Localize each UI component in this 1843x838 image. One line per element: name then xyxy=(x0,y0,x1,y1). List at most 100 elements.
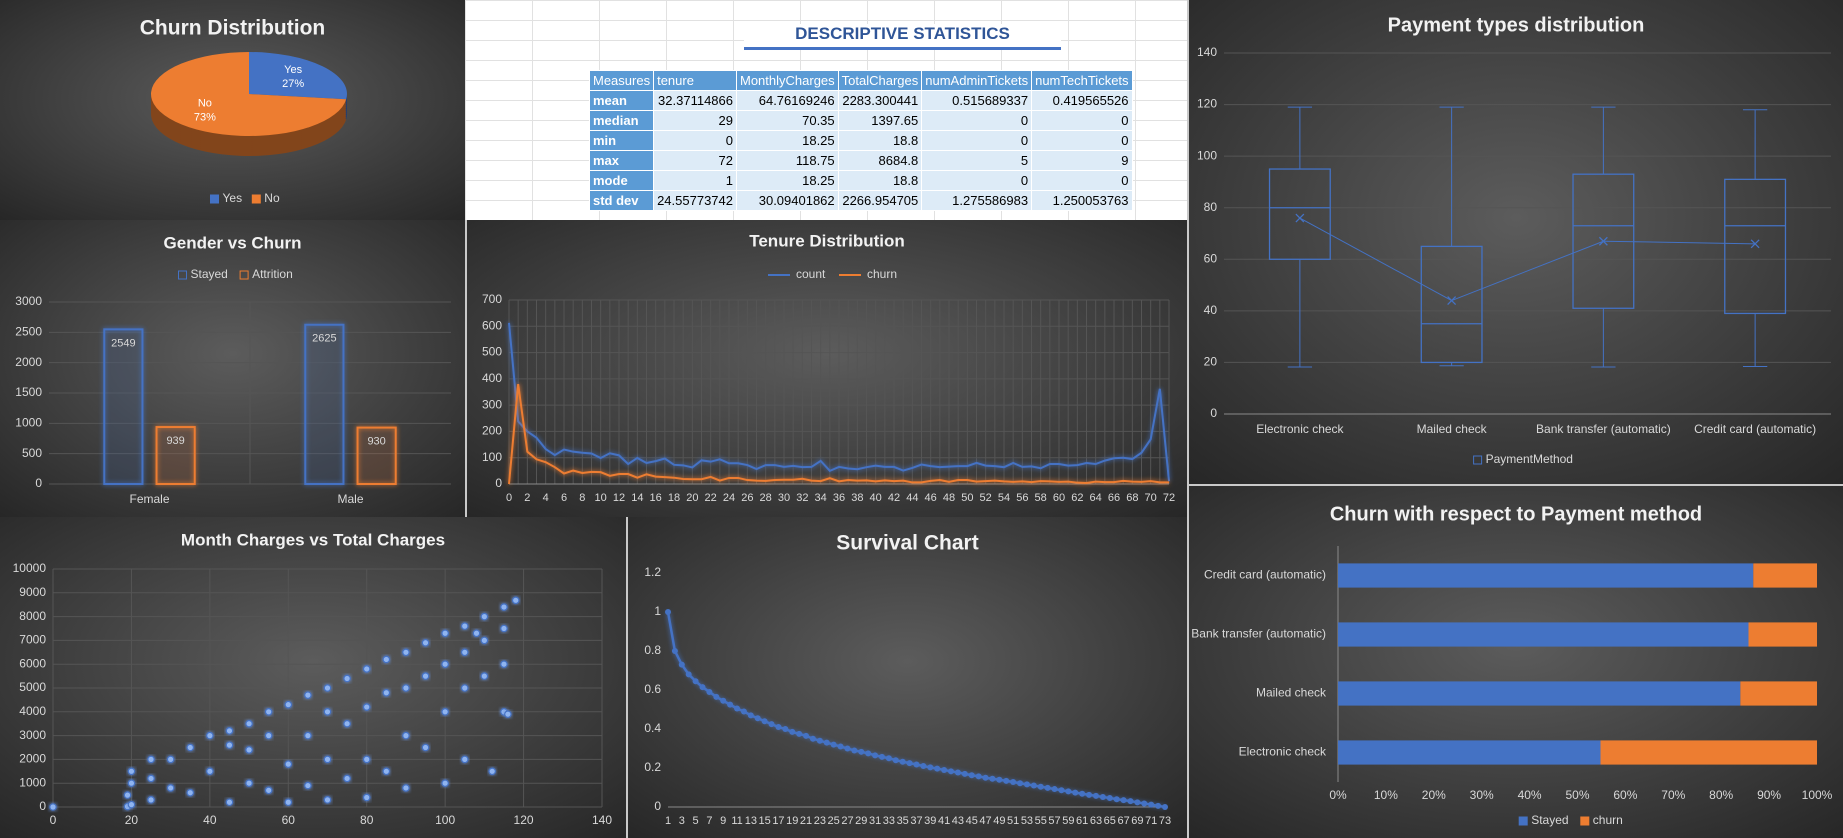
stats-row: mode 1 18.25 18.8 0 0 xyxy=(588,170,1133,191)
pie-slice xyxy=(249,52,347,100)
mean-line xyxy=(1451,240,1604,302)
x-tick-label: 6 xyxy=(561,492,567,504)
point xyxy=(727,701,734,708)
x-tick-label: 3 xyxy=(679,815,685,827)
x-tick-label: 28 xyxy=(760,492,772,504)
point xyxy=(851,747,858,754)
stat-cell: 1.250053763 xyxy=(1031,190,1133,211)
point xyxy=(1079,790,1086,797)
x-tick-label: 45 xyxy=(966,815,978,827)
point xyxy=(885,755,892,762)
point xyxy=(323,708,332,716)
x-tick-label: 24 xyxy=(723,492,735,504)
x-tick-label: 69 xyxy=(1131,815,1143,827)
point xyxy=(858,748,865,755)
point xyxy=(500,603,508,611)
row-label: std dev xyxy=(588,190,655,211)
point xyxy=(671,648,678,654)
point xyxy=(460,755,469,764)
point xyxy=(264,786,273,795)
x-tick-label: 35 xyxy=(897,815,909,827)
point xyxy=(968,772,975,779)
point xyxy=(1010,779,1017,786)
point xyxy=(127,779,136,788)
mean-marker xyxy=(1447,296,1457,306)
x-tick-label: 30% xyxy=(1470,788,1494,802)
bar-segment xyxy=(1338,681,1741,706)
stat-cell: 118.75 xyxy=(736,150,839,171)
y-tick-label: 6000 xyxy=(19,656,46,670)
x-tick-label: 100% xyxy=(1802,788,1833,802)
x-tick-label: 62 xyxy=(1071,492,1083,504)
point xyxy=(803,732,810,739)
box xyxy=(1268,168,1331,260)
chart-panel: Tenure Distribution010020030040050060070… xyxy=(467,220,1187,517)
point xyxy=(225,727,234,735)
point xyxy=(488,767,497,776)
x-tick-label: 25 xyxy=(828,815,840,827)
legend-label: No xyxy=(264,191,280,205)
y-tick-label: 140 xyxy=(1197,45,1217,59)
point xyxy=(1051,786,1058,793)
panel-background xyxy=(0,517,626,838)
y-tick-label: 0.2 xyxy=(644,760,661,774)
stat-cell: 32.37114866 xyxy=(653,90,737,111)
point xyxy=(245,746,253,754)
y-tick-label: 2000 xyxy=(19,752,46,766)
point xyxy=(1148,801,1155,808)
point xyxy=(1086,791,1093,798)
column-header: Measures xyxy=(588,70,655,91)
y-tick-label: 4000 xyxy=(19,704,46,718)
x-tick-label: 63 xyxy=(1090,815,1102,827)
x-tick-label: 38 xyxy=(851,492,863,504)
point xyxy=(734,705,741,712)
point xyxy=(127,767,136,776)
x-tick-label: 44 xyxy=(906,492,918,504)
stat-cell: 2266.954705 xyxy=(837,190,923,211)
legend-label: PaymentMethod xyxy=(1486,452,1573,466)
x-tick-label: 64 xyxy=(1090,492,1102,504)
point xyxy=(323,755,332,764)
point xyxy=(761,718,768,725)
legend-swatch xyxy=(251,194,261,204)
table-title: DESCRIPTIVE STATISTICS xyxy=(744,24,1061,50)
point xyxy=(284,798,293,807)
y-tick-label: 100 xyxy=(1197,148,1217,162)
point xyxy=(500,624,508,633)
point xyxy=(284,700,293,709)
point xyxy=(460,648,469,657)
point xyxy=(989,775,996,782)
y-tick-label: 2000 xyxy=(15,355,42,369)
stat-cell: 0 xyxy=(1031,170,1133,191)
header-row: Measures tenure MonthlyCharges TotalCharges… xyxy=(588,70,1133,91)
box xyxy=(1724,178,1787,315)
point xyxy=(927,764,934,771)
point xyxy=(304,781,312,790)
x-tick-label: 22 xyxy=(705,492,717,504)
stats-row: median 29 70.35 1397.65 0 0 xyxy=(588,110,1133,131)
point xyxy=(948,768,955,775)
point xyxy=(754,715,761,722)
stats-row: mean 32.37114866 64.76169246 2283.300441 0.5… xyxy=(588,90,1133,111)
x-tick-label: 50 xyxy=(961,492,973,504)
stat-cell: 18.8 xyxy=(837,170,923,191)
point xyxy=(878,753,885,760)
stat-cell: 8684.8 xyxy=(837,150,923,171)
slice-category: Yes xyxy=(284,64,302,76)
y-tick-label: 300 xyxy=(482,397,502,411)
x-tick-label: 66 xyxy=(1108,492,1120,504)
point xyxy=(954,769,961,776)
point xyxy=(809,735,816,742)
x-tick-label: 20 xyxy=(686,492,698,504)
legend-label: Attrition xyxy=(252,267,293,281)
legend-label: Yes xyxy=(223,191,243,205)
point xyxy=(362,755,371,764)
x-tick-label: 61 xyxy=(1076,815,1088,827)
x-tick-label: 100 xyxy=(435,813,455,827)
stat-cell: 0 xyxy=(1031,110,1133,131)
point xyxy=(678,661,685,668)
point xyxy=(480,612,489,621)
x-tick-label: 40 xyxy=(203,813,217,827)
point xyxy=(982,774,989,781)
point xyxy=(402,784,410,792)
